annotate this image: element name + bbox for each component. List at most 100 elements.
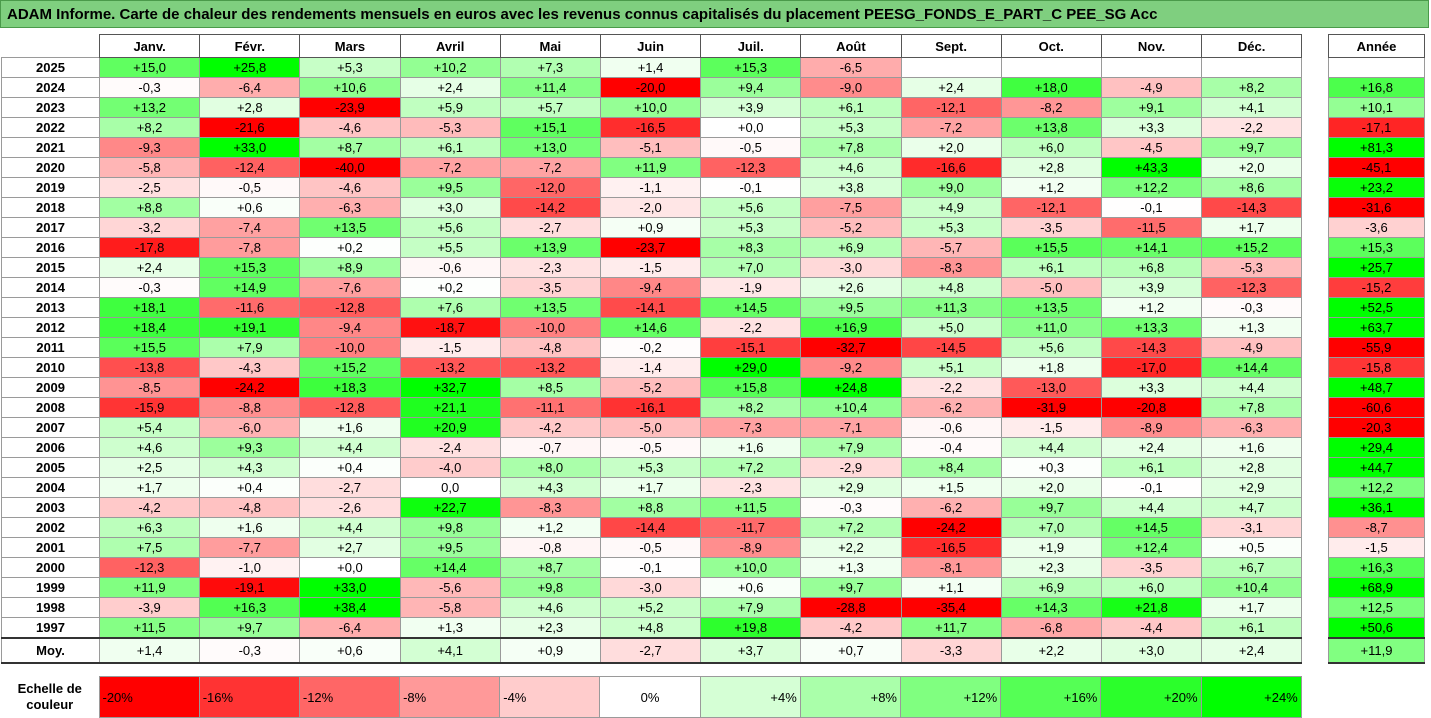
heatmap-cell: -19,1 [199,577,301,598]
heatmap-cell: +9,5 [399,537,501,558]
heatmap-cell: +12,4 [1100,537,1203,558]
annual-row: +12,5 [1328,597,1425,618]
heatmap-cell: -3,2 [98,217,201,238]
heatmap-cell: -7,4 [199,217,301,238]
average-cell: +0,7 [800,637,902,664]
heatmap-cell: +33,0 [199,137,301,158]
heatmap-cell: +2,2 [800,537,902,558]
heatmap-cell: -6,0 [199,417,301,438]
heatmap-cell: -2,0 [599,197,702,218]
year-label: 2025 [1,57,100,78]
month-header: Sept. [900,34,1002,58]
heatmap-cell: -13,2 [499,357,601,378]
heatmap-cell: +0,2 [399,277,501,298]
heatmap-cell: -8,5 [98,377,201,398]
heatmap-cell: -16,5 [900,537,1002,558]
heatmap-cell: -1,4 [599,357,702,378]
heatmap-cell: -7,5 [800,197,902,218]
average-cell: +0,6 [299,637,401,664]
year-row: 1999 +11,9 -19,1 +33,0 -5,6 +9,8 -3,0 +0,6 +9,7 +… [1,577,1303,598]
heatmap-cell: +6,9 [800,237,902,258]
annual-cell: +10,1 [1328,97,1425,118]
heatmap-cell: +15,5 [98,337,201,358]
heatmap-cell: +7,9 [199,337,301,358]
heatmap-cell: +3,3 [1100,377,1203,398]
heatmap-cell: +4,4 [299,437,401,458]
year-row: 2012 +18,4 +19,1 -9,4 -18,7 -10,0 +14,6 -2,2 +16… [1,317,1303,338]
average-cell: +1,4 [98,637,201,664]
heatmap-cell: -1,9 [700,277,802,298]
heatmap-cell: +7,0 [700,257,802,278]
year-row: 2010 -13,8 -4,3 +15,2 -13,2 -13,2 -1,4 +29,0 -9,… [1,357,1303,378]
annual-row: -15,8 [1328,357,1425,378]
heatmap-cell: +2,5 [98,457,201,478]
heatmap-cell: -13,8 [98,357,201,378]
heatmap-cell: +21,8 [1100,597,1203,618]
heatmap-cell: -16,5 [599,117,702,138]
annual-cell [1328,57,1425,78]
heatmap-cell: +5,6 [700,197,802,218]
year-row: 2006 +4,6 +9,3 +4,4 -2,4 -0,7 -0,5 +1,6 +7,9 -0,4… [1,437,1303,458]
annual-row: +44,7 [1328,457,1425,478]
month-header: Juil. [700,34,802,58]
heatmap-cell: -9,2 [800,357,902,378]
heatmap-cell: +3,9 [700,97,802,118]
heatmap-cell: -0,3 [800,497,902,518]
heatmap-cell: -12,3 [98,557,201,578]
heatmap-cell: +9,7 [800,577,902,598]
heatmap-cell: +1,6 [1201,437,1303,458]
heatmap-cell: +5,3 [700,217,802,238]
heatmap-cell: -4,8 [499,337,601,358]
heatmap-cell: +13,5 [1000,297,1102,318]
heatmap-cell: -9,0 [800,77,902,98]
heatmap-cell: +10,0 [700,557,802,578]
color-scale-step: +12% [899,676,1002,718]
heatmap-cell: +13,9 [499,237,601,258]
heatmap-cell: +2,6 [800,277,902,298]
month-header: Juin [599,34,702,58]
color-scale-step: +8% [799,676,902,718]
year-label: 2008 [1,397,100,418]
annual-cell: +16,3 [1328,557,1425,578]
heatmap-cell: +6,7 [1201,557,1303,578]
annual-cell: -31,6 [1328,197,1425,218]
year-row: 2000 -12,3 -1,0 +0,0 +14,4 +8,7 -0,1 +10,0 +1,3-… [1,557,1303,578]
heatmap-cell: -6,5 [800,57,902,78]
annual-cell: -60,6 [1328,397,1425,418]
heatmap-cell: -5,8 [399,597,501,618]
heatmap-cell: +11,5 [700,497,802,518]
heatmap-cell: +4,6 [800,157,902,178]
heatmap-cell: -6,3 [299,197,401,218]
heatmap-cell: +5,6 [399,217,501,238]
month-header: Mars [299,34,401,58]
heatmap-cell: +3,0 [399,197,501,218]
heatmap-cell: +15,3 [700,57,802,78]
heatmap-cell: -23,9 [299,97,401,118]
heatmap-cell: +16,3 [199,597,301,618]
year-label: 2006 [1,437,100,458]
heatmap-cell: +2,8 [199,97,301,118]
heatmap-cell: -10,0 [499,317,601,338]
heatmap-cell: +7,6 [399,297,501,318]
heatmap-cell: -5,3 [399,117,501,138]
year-label: 2024 [1,77,100,98]
year-row: 2016 -17,8 -7,8 +0,2 +5,5 +13,9 -23,7 +8,3 +6,9-… [1,237,1303,258]
color-scale-legend: Echelle de couleur -20% -16% -12% -8% -4% 0% +… [1,676,1302,718]
heatmap-cell: -1,1 [599,177,702,198]
heatmap-cell: +9,1 [1100,97,1203,118]
heatmap-cell: +25,8 [199,57,301,78]
heatmap-cell: -2,6 [299,497,401,518]
heatmap-cell: +22,7 [399,497,501,518]
heatmap-cell: -7,8 [199,237,301,258]
year-row: 2002 +6,3 +1,6 +4,4 +9,8 +1,2 -14,4 -11,7 +7,2 -2… [1,517,1303,538]
color-scale-step: -20% [98,676,200,718]
heatmap-cell: -35,4 [900,597,1002,618]
heatmap-cell: +1,5 [900,477,1002,498]
heatmap-cell: +15,8 [700,377,802,398]
heatmap-cell [1100,57,1203,78]
heatmap-cell: -5,6 [399,577,501,598]
heatmap-cell: +7,8 [1201,397,1303,418]
year-label: 2003 [1,497,100,518]
heatmap-cell: +2,8 [1201,457,1303,478]
year-row: 2015 +2,4 +15,3 +8,9 -0,6 -2,3 -1,5 +7,0 -3,0 -8,… [1,257,1303,278]
